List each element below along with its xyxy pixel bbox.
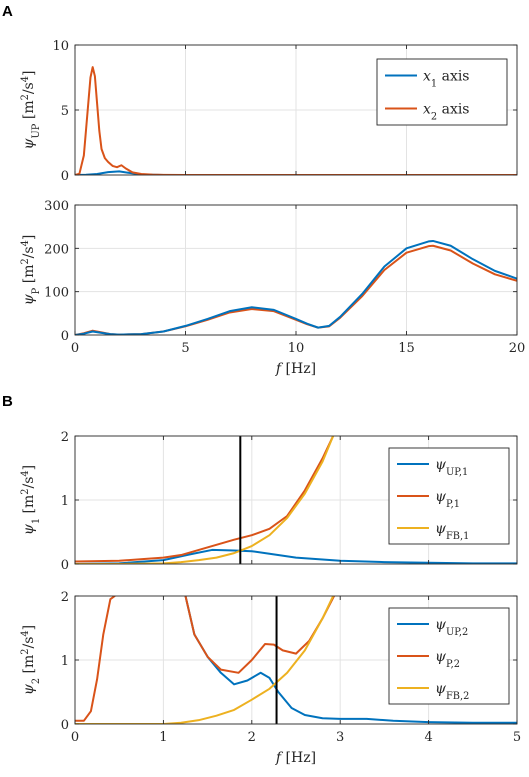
y-tick-label: 2: [61, 590, 69, 605]
series-line--up-2: [184, 596, 517, 724]
series-line--p-2: [75, 596, 116, 722]
legend-entry: ψFB,2: [435, 681, 469, 702]
x-tick-label: 5: [181, 341, 189, 356]
series-line--up-1: [75, 548, 517, 564]
chart-a1: 0 5 10 ψUP [m2/s4] x1 axis x2 axis: [20, 39, 518, 184]
y-tick-label: 10: [52, 39, 69, 54]
legend-entry: x2 axis: [423, 102, 470, 123]
legend-entry: ψUP,1: [435, 457, 468, 478]
x-tick-label: 5: [513, 730, 521, 745]
y-tick-label: 1: [61, 494, 69, 509]
x-tick-label: 1: [159, 730, 167, 745]
y-tick-label: 200: [44, 242, 69, 257]
series-line--p-1: [75, 436, 335, 563]
chart-b2: 0 1 2 3 4 5 0 1 2 ψ2 [m2/s4] f [Hz] ψUP,2 ψP,2 ψFB,2: [20, 590, 522, 766]
y-tick-label: 1: [61, 654, 69, 669]
legend: ψUP,1 ψP,1 ψFB,1: [388, 447, 510, 545]
x-tick-label: 15: [398, 341, 415, 356]
y-axis-label: ψUP [m2/s4]: [20, 71, 42, 150]
legend-entry: ψUP,2: [435, 617, 468, 638]
x-tick-label: 3: [336, 730, 344, 745]
x-tick-label: 10: [288, 341, 305, 356]
legend-entry: x1 axis: [423, 69, 470, 90]
x-tick-label: 20: [509, 341, 526, 356]
legend-entry: ψP,1: [435, 489, 460, 510]
series-line--p-2: [184, 596, 336, 674]
y-axis-label: ψ2 [m2/s4]: [20, 625, 42, 695]
panel-letter-b: B: [2, 393, 13, 410]
x-tick-label: 4: [424, 730, 432, 745]
legend: ψUP,2 ψP,2 ψFB,2: [388, 607, 510, 705]
series-line-blue: [75, 239, 517, 335]
x-tick-label: 2: [248, 730, 256, 745]
x-tick-label: 0: [71, 341, 79, 356]
panel-letter-a: A: [2, 3, 13, 20]
y-tick-label: 0: [61, 329, 69, 344]
x-tick-label: 0: [71, 730, 79, 745]
legend-entry: ψFB,1: [435, 521, 469, 542]
legend: x1 axis x2 axis: [376, 58, 508, 126]
chart-b1: 0 1 2 ψ1 [m2/s4] ψUP,1 ψP,1 ψFB,1: [20, 430, 518, 573]
y-tick-label: 100: [44, 286, 69, 301]
y-tick-label: 0: [61, 169, 69, 184]
x-axis-label: f [Hz]: [275, 361, 316, 377]
y-tick-label: 300: [44, 199, 69, 214]
y-tick-label: 5: [61, 104, 69, 119]
legend-entry: ψP,2: [435, 649, 460, 670]
x-axis-label: f [Hz]: [275, 750, 316, 766]
y-axis-label: ψ1 [m2/s4]: [20, 465, 42, 535]
series-line--fb-2: [75, 596, 335, 724]
y-tick-label: 0: [61, 718, 69, 733]
y-tick-label: 0: [61, 558, 69, 573]
y-axis-label: ψP [m2/s4]: [20, 235, 42, 306]
y-tick-label: 2: [61, 430, 69, 445]
